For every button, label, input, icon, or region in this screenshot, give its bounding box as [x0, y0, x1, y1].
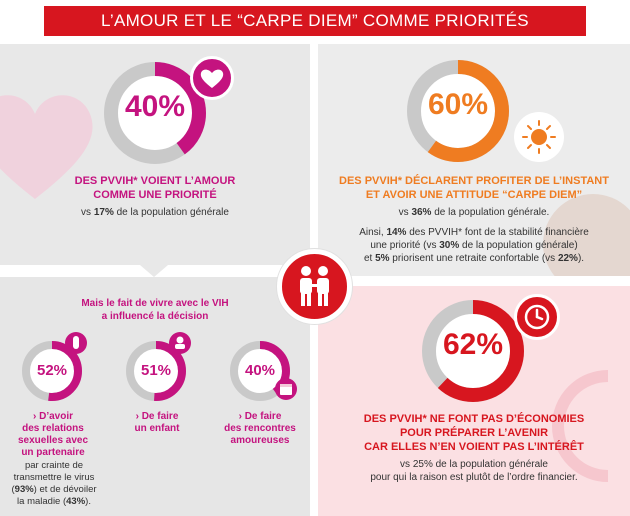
- compare-value: 17%: [93, 207, 114, 218]
- detail-line: Ainsi, 14% des PVVIH* font de la stabili…: [359, 227, 589, 238]
- savings-headline-line: DES PVVIH* NE FONT PAS D’ÉCONOMIES: [363, 413, 585, 425]
- sun-icon: [522, 120, 556, 154]
- savings-compare: vs 25% de la population générale pour qu…: [370, 459, 578, 483]
- background-piggy-shape: [543, 194, 630, 276]
- carpe-headline-line: ET AVOIR UNE ATTITUDE “CARPE DIEM”: [365, 189, 583, 201]
- vih-intro: Mais le fait de vivre avec le VIH a infl…: [0, 297, 310, 323]
- label-dating: › De faire des rencontres amoureuses: [224, 411, 296, 446]
- love-compare: vs 17% de la population générale: [0, 206, 310, 219]
- mini-percent: 40%: [244, 362, 276, 379]
- center-badge: [277, 249, 352, 324]
- ring-chart: [126, 341, 186, 401]
- mini-ring-child: 51%: [124, 332, 191, 403]
- header-banner: L’AMOUR ET LE “CARPE DIEM” COMME PRIORIT…: [0, 0, 630, 44]
- savings-headline-line: CAR ELLES N’EN VOIENT PAS L’INTÉRÊT: [364, 441, 584, 453]
- savings-ring: [422, 300, 524, 402]
- clock-badge: [514, 294, 560, 340]
- savings-headline-line: POUR PRÉPARER L’AVENIR: [399, 427, 549, 439]
- sun-badge: [514, 112, 564, 162]
- mini-percent: 52%: [36, 362, 68, 379]
- heart-icon: [200, 69, 224, 88]
- baby-icon: [169, 332, 191, 354]
- love-ring: [104, 62, 206, 164]
- compare-suffix: de la population générale.: [431, 207, 550, 218]
- love-headline: DES PVVIH* VOIENT L’AMOUR COMME UNE PRIO…: [0, 174, 310, 202]
- carpe-percent: 60%: [427, 88, 489, 121]
- vih-reason: par crainte de transmettre le virus (93%…: [11, 460, 97, 507]
- ring-chart: [22, 341, 82, 401]
- mini-percent: 51%: [140, 362, 172, 379]
- background-arrow-shape: [552, 370, 609, 482]
- carpe-headline: DES PVVIH* DÉCLARENT PROFITER DE L’INSTA…: [318, 174, 630, 202]
- pointer-triangle: [140, 265, 168, 277]
- compare-prefix: vs: [398, 207, 412, 218]
- savings-percent: 62%: [442, 328, 504, 361]
- compare-suffix: de la population générale: [113, 207, 229, 218]
- vih-influence-panel: Mais le fait de vivre avec le VIH a infl…: [0, 277, 310, 516]
- carpe-diem-panel: 60% DES PVVIH* DÉCLARENT PROFITER DE L’I…: [318, 44, 630, 276]
- couple-icon: [300, 266, 329, 306]
- vih-intro-line: a influencé la décision: [101, 311, 209, 322]
- background-heart-shape: [0, 95, 93, 199]
- title-bar: L’AMOUR ET LE “CARPE DIEM” COMME PRIORIT…: [44, 6, 586, 36]
- mini-ring-sex: 52%: [20, 332, 87, 403]
- love-percent: 40%: [124, 90, 186, 123]
- carpe-compare: vs 36% de la population générale.: [318, 206, 630, 219]
- label-sex: › D’avoir des relations sexuelles avec u…: [17, 411, 89, 458]
- heart-badge: [190, 56, 234, 100]
- love-headline-line: COMME UNE PRIORITÉ: [93, 189, 217, 201]
- ring-chart: [230, 341, 290, 401]
- savings-headline: DES PVVIH* NE FONT PAS D’ÉCONOMIES POUR …: [318, 412, 630, 454]
- calendar-icon: [275, 378, 297, 400]
- label-child: › De faire un enfant: [134, 411, 180, 434]
- savings-panel: 62% DES PVVIH* NE FONT PAS D’ÉCONOMIES P…: [318, 286, 630, 516]
- love-headline-line: DES PVVIH* VOIENT L’AMOUR: [74, 175, 236, 187]
- clock-icon: [524, 304, 550, 330]
- detail-line: une priorité (vs 30% de la population gé…: [370, 240, 578, 251]
- carpe-ring: [407, 60, 509, 162]
- page-title: L’AMOUR ET LE “CARPE DIEM” COMME PRIORIT…: [101, 11, 529, 30]
- carpe-headline-line: DES PVVIH* DÉCLARENT PROFITER DE L’INSTA…: [339, 175, 609, 187]
- carpe-details: Ainsi, 14% des PVVIH* font de la stabili…: [318, 226, 630, 265]
- mini-ring-dating: 40%: [228, 339, 297, 403]
- compare-prefix: vs: [81, 207, 94, 218]
- detail-line: et 5% priorisent une retraite confortabl…: [363, 253, 585, 264]
- vih-intro-line: Mais le fait de vivre avec le VIH: [81, 298, 229, 309]
- compare-value: 36%: [411, 207, 432, 218]
- love-panel: 40% DES PVVIH* VOIENT L’AMOUR COMME UNE …: [0, 44, 310, 265]
- condom-icon: [65, 332, 87, 354]
